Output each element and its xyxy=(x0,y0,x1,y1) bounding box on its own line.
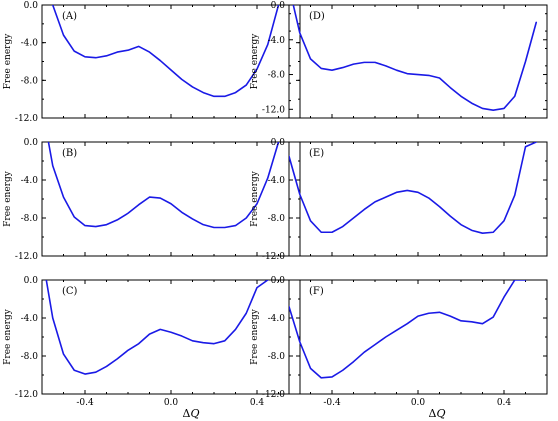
x-tick-label: 0.4 xyxy=(250,398,265,408)
panel-label: (E) xyxy=(309,148,324,159)
y-tick-label: -12.0 xyxy=(262,252,285,262)
panels-group: 0.0 -4.0 -8.0 -12.0 Free energy (A) 0.0 -4.0 -8.… xyxy=(3,1,548,408)
panel-label: (B) xyxy=(62,148,77,159)
panel-label: (C) xyxy=(62,286,78,297)
y-tick-label: 0.0 xyxy=(271,1,286,11)
free-energy-curve xyxy=(289,280,527,379)
y-tick-label: -8.0 xyxy=(268,71,286,81)
panel-f: 0.0 -4.0 -8.0 -12.0 -0.4 0.0 0.4 Free energy (F) xyxy=(250,276,548,408)
y-tick-label: 0.0 xyxy=(24,138,39,148)
x-axis-labels: ΔQ ΔQ xyxy=(183,407,446,420)
y-tick-label: -4.0 xyxy=(21,314,39,324)
y-tick-label: -8.0 xyxy=(268,352,286,362)
panel-label: (F) xyxy=(309,286,324,297)
free-energy-curve xyxy=(289,142,538,234)
panel-c: 0.0 -4.0 -8.0 -12.0 -0.4 0.0 0.4 Free energy (C) xyxy=(3,276,301,408)
y-axis-label: Free energy xyxy=(3,170,13,227)
panel-d: 0.0 -4.0 -8.0 -12.0 Free energy (D) xyxy=(250,1,548,119)
plot-frame xyxy=(288,141,548,257)
plot-frame xyxy=(288,4,548,119)
free-energy-curve xyxy=(292,5,538,111)
y-tick-label: -12.0 xyxy=(15,114,38,124)
free-energy-curve xyxy=(45,280,269,375)
y-tick-label: -8.0 xyxy=(21,214,39,224)
y-tick-label: 0.0 xyxy=(24,276,39,286)
y-axis-label: Free energy xyxy=(250,308,260,365)
x-tick-label: 0.0 xyxy=(164,398,179,408)
y-tick-label: 0.0 xyxy=(24,1,39,11)
x-tick-label: -0.4 xyxy=(76,398,94,408)
y-tick-label: -8.0 xyxy=(21,352,39,362)
y-tick-label: -12.0 xyxy=(15,252,38,262)
y-tick-label: 0.0 xyxy=(271,138,286,148)
y-axis-label: Free energy xyxy=(250,170,260,227)
x-tick-label: -0.4 xyxy=(323,398,341,408)
panel-label: (A) xyxy=(62,11,77,22)
y-tick-label: -8.0 xyxy=(268,214,286,224)
free-energy-curve xyxy=(47,142,280,229)
plot-frame xyxy=(41,141,301,257)
x-tick-label: 0.0 xyxy=(411,398,426,408)
free-energy-curve xyxy=(51,5,280,98)
y-tick-label: -12.0 xyxy=(15,390,38,400)
y-tick-label: -4.0 xyxy=(268,176,286,186)
panel-b: 0.0 -4.0 -8.0 -12.0 Free energy (B) xyxy=(3,138,301,262)
y-tick-label: -4.0 xyxy=(268,36,286,46)
y-tick-label: -8.0 xyxy=(21,76,39,86)
y-tick-label: 0.0 xyxy=(271,276,286,286)
y-axis-label: Free energy xyxy=(250,33,260,90)
panel-label: (D) xyxy=(309,11,325,22)
panel-e: 0.0 -4.0 -8.0 -12.0 Free energy (E) xyxy=(250,138,548,262)
plot-frame xyxy=(41,279,301,395)
y-axis-label: Free energy xyxy=(3,308,13,365)
plot-frame xyxy=(41,4,301,119)
x-tick-label: 0.4 xyxy=(497,398,512,408)
y-tick-label: -12.0 xyxy=(262,390,285,400)
y-tick-label: -4.0 xyxy=(268,314,286,324)
y-axis-label: Free energy xyxy=(3,33,13,90)
x-axis-label-right: ΔQ xyxy=(429,407,446,420)
y-tick-label: -4.0 xyxy=(21,176,39,186)
y-tick-label: -12.0 xyxy=(262,105,285,115)
x-axis-label-left: ΔQ xyxy=(183,407,200,420)
y-tick-label: -4.0 xyxy=(21,39,39,49)
